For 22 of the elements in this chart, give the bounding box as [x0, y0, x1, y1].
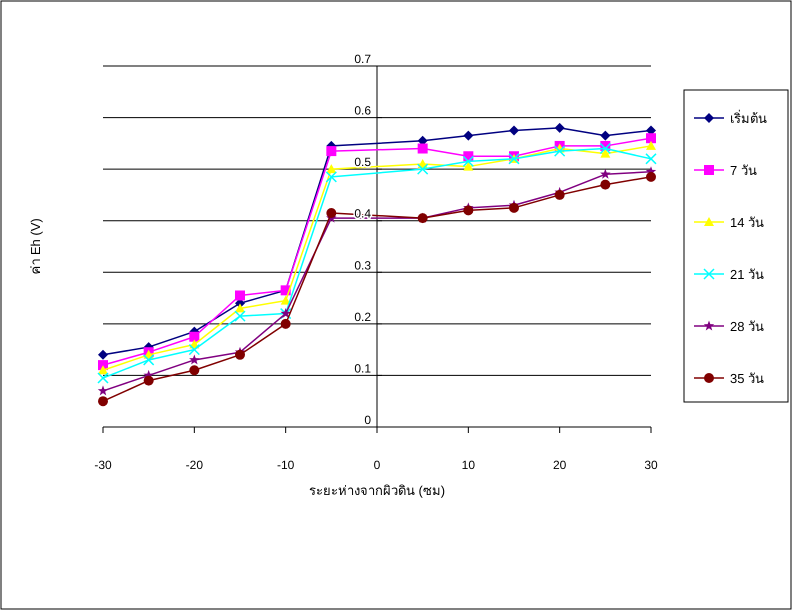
legend-label: เริ่มต้น: [730, 110, 767, 126]
x-axis-title: ระยะห่างจากผิวดิน (ซม): [308, 483, 446, 498]
y-tick-label: 0: [364, 413, 372, 427]
y-tick-label: 0.5: [354, 155, 372, 170]
x-tick-label: 10: [462, 458, 476, 472]
y-tick-label: 0.2: [354, 310, 372, 324]
x-tick-label: 20: [552, 458, 567, 472]
legend-label: 14 วัน: [730, 215, 764, 230]
y-tick-label: 0.7: [354, 52, 372, 66]
x-tick-label: -10: [276, 458, 295, 472]
x-tick-label: 0: [374, 458, 381, 472]
legend-label: 7 วัน: [730, 163, 757, 178]
x-tick-label: -30: [94, 458, 112, 472]
legend-label: 35 วัน: [730, 371, 764, 386]
y-tick-label: 0.6: [354, 104, 372, 118]
x-tick-label: 30: [644, 458, 658, 472]
legend-label: 28 วัน: [730, 319, 764, 334]
y-tick-label: 0.3: [354, 258, 372, 272]
y-axis-title: ค่า Eh (V): [28, 218, 43, 275]
y-tick-label: 0.1: [354, 361, 372, 376]
x-tick-label: -20: [186, 458, 204, 472]
legend-label: 21 วัน: [730, 267, 764, 282]
